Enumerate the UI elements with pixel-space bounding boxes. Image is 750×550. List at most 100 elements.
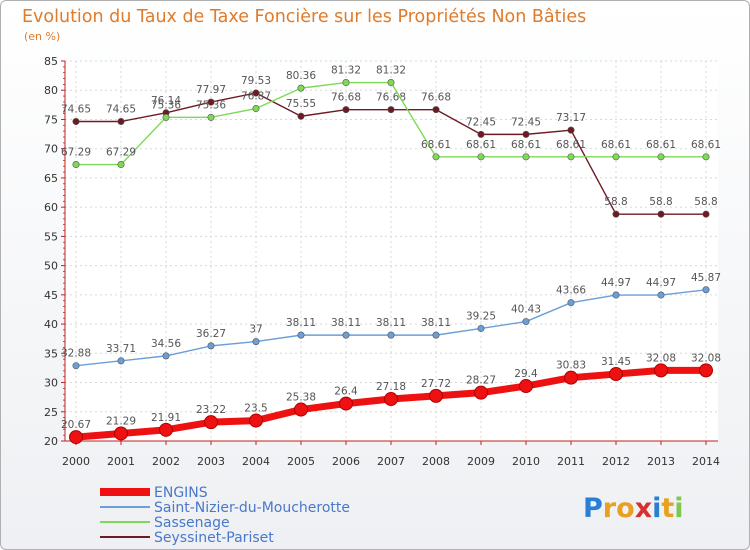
data-label: 44.97 <box>601 277 631 289</box>
logo-letter: P <box>583 493 603 524</box>
y-tick-label: 80 <box>44 84 58 97</box>
data-point <box>207 98 215 106</box>
data-label: 36.27 <box>196 328 226 340</box>
logo-letter: x <box>635 493 652 524</box>
data-label: 38.11 <box>376 317 406 329</box>
logo-letter: t <box>661 493 674 524</box>
data-point <box>339 396 353 411</box>
data-label: 23.22 <box>196 404 226 416</box>
data-label: 81.32 <box>376 65 406 77</box>
data-point <box>657 153 665 161</box>
data-point <box>477 153 485 161</box>
data-label: 27.18 <box>376 381 406 393</box>
data-label: 68.61 <box>601 139 631 151</box>
data-label: 27.72 <box>421 378 451 390</box>
data-point <box>117 161 125 169</box>
x-tick-label: 2007 <box>377 455 405 468</box>
data-point <box>654 363 668 378</box>
data-point <box>477 130 485 138</box>
data-point <box>702 286 710 294</box>
y-tick-label: 50 <box>44 260 58 273</box>
data-point <box>522 318 530 326</box>
data-label: 68.61 <box>646 139 676 151</box>
data-label: 77.97 <box>196 84 226 96</box>
y-tick-label: 85 <box>44 55 58 68</box>
data-point <box>657 291 665 299</box>
data-point <box>702 153 710 161</box>
data-point <box>699 363 713 378</box>
x-tick-label: 2003 <box>197 455 225 468</box>
data-point <box>162 352 170 360</box>
data-point <box>114 426 128 441</box>
data-label: 30.83 <box>556 360 586 372</box>
x-tick-label: 2000 <box>62 455 90 468</box>
data-label: 76.14 <box>151 95 181 107</box>
data-point <box>567 299 575 307</box>
legend-label: Saint-Nizier-du-Moucherotte <box>154 500 350 516</box>
data-label: 68.61 <box>421 139 451 151</box>
data-point <box>384 392 398 407</box>
x-tick-label: 2013 <box>647 455 675 468</box>
logo-letter: r <box>603 493 617 524</box>
data-point <box>342 79 350 87</box>
x-tick-label: 2002 <box>152 455 180 468</box>
data-label: 67.29 <box>61 147 91 159</box>
y-tick-label: 30 <box>44 377 58 390</box>
data-point <box>159 422 173 437</box>
data-label: 34.56 <box>151 338 181 350</box>
y-tick-label: 35 <box>44 347 58 360</box>
x-tick-label: 2005 <box>287 455 315 468</box>
data-point <box>297 112 305 120</box>
x-tick-label: 2006 <box>332 455 360 468</box>
data-point <box>204 415 218 430</box>
y-tick-label: 60 <box>44 201 58 214</box>
logo-letter: i <box>652 493 661 524</box>
plot-area: 20 25 30 35 40 45 50 55 60 65 70 75 80 85 2000 2001 2002… <box>44 55 721 468</box>
data-point <box>72 161 80 169</box>
data-point <box>342 106 350 114</box>
data-label: 45.87 <box>691 272 721 284</box>
logo-letter: o <box>616 493 635 524</box>
data-point <box>117 118 125 126</box>
data-point <box>474 385 488 400</box>
data-label: 72.45 <box>511 116 541 128</box>
data-point <box>297 331 305 339</box>
data-label: 32.08 <box>691 352 721 364</box>
series-seyssinet-pariset: 74.65 74.65 76.14 77.97 79.53 75.55 76.68 76.68… <box>61 75 718 218</box>
data-label: 38.11 <box>286 317 316 329</box>
data-point <box>297 84 305 92</box>
x-tick-label: 2008 <box>422 455 450 468</box>
data-label: 67.29 <box>106 147 136 159</box>
data-label: 39.25 <box>466 310 496 322</box>
data-point <box>657 210 665 218</box>
data-label: 29.4 <box>514 368 538 380</box>
data-point <box>612 291 620 299</box>
data-label: 76.68 <box>331 92 361 104</box>
data-label: 25.38 <box>286 392 316 404</box>
data-point <box>522 153 530 161</box>
chart-title: Evolution du Taux de Taxe Foncière sur l… <box>22 7 586 27</box>
x-tick-label: 2014 <box>692 455 720 468</box>
data-label: 23.5 <box>244 403 267 415</box>
data-label: 68.61 <box>691 139 721 151</box>
data-point <box>432 153 440 161</box>
data-point <box>117 357 125 365</box>
legend-label: ENGINS <box>154 485 208 501</box>
data-point <box>387 331 395 339</box>
logo-letter: i <box>674 493 683 524</box>
data-label: 73.17 <box>556 112 586 124</box>
proxiti-logo-text: Proxiti <box>583 493 684 524</box>
data-label: 75.55 <box>286 98 316 110</box>
data-point <box>612 153 620 161</box>
data-label: 79.53 <box>241 75 271 87</box>
data-point <box>612 210 620 218</box>
data-label: 58.8 <box>694 196 717 208</box>
data-label: 38.11 <box>421 317 451 329</box>
data-label: 26.4 <box>334 386 358 398</box>
data-label: 37 <box>249 324 262 336</box>
data-point <box>609 367 623 382</box>
data-label: 20.67 <box>61 419 91 431</box>
data-label: 75.36 <box>151 99 181 111</box>
data-point <box>477 324 485 332</box>
data-label: 21.91 <box>151 412 181 424</box>
